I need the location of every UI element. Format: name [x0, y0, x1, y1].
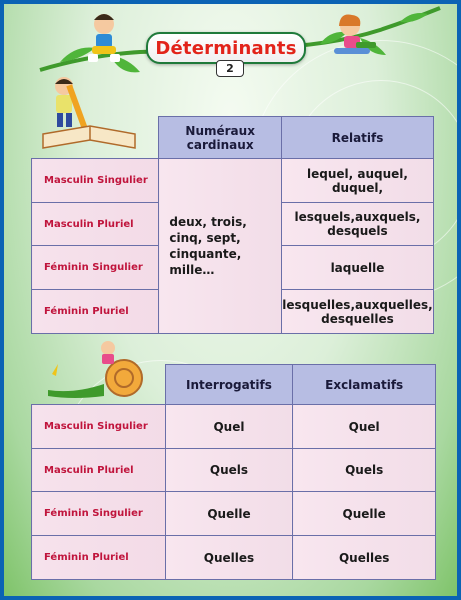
page-title: Déterminants [155, 37, 297, 59]
table-row: Féminin Singulier Quelle Quelle [31, 491, 436, 536]
row-label: Masculin Singulier [31, 404, 166, 449]
header-cardinaux: Numéraux cardinaux [158, 116, 282, 159]
table-header-row: Numéraux cardinaux Relatifs [32, 116, 435, 159]
empty-corner [32, 365, 166, 405]
interrogatif-cell: Quels [164, 448, 294, 492]
exclamatif-cell: Quels [292, 448, 436, 492]
relatif-cell: lequel, auquel, duquel, [280, 158, 435, 203]
table-row: Féminin Singulier laquelle [30, 245, 435, 290]
relatif-cell: lesquels,auxquels, desquels [280, 202, 435, 246]
child-with-pencil-icon [42, 77, 136, 149]
cartoon-girl-icon [334, 14, 376, 54]
header-interrogatifs: Interrogatifs [164, 364, 294, 405]
table-row: Masculin Singulier Quel Quel [31, 404, 436, 449]
cardinaux-cell: deux, trois, cinq, sept, cinquante, mill… [158, 158, 282, 334]
row-label: Masculin Pluriel [30, 202, 160, 246]
interrogatif-cell: Quel [164, 404, 294, 449]
interrogatif-cell: Quelle [164, 491, 294, 536]
page-number-badge: 2 [216, 60, 244, 77]
empty-corner [32, 117, 159, 159]
table-row: Féminin Pluriel lesquelles,auxquelles, d… [30, 289, 435, 334]
exclamatif-cell: Quelle [292, 491, 436, 536]
interrogatif-cell: Quelles [164, 535, 294, 580]
row-label: Féminin Singulier [31, 491, 166, 536]
row-label: Féminin Pluriel [30, 289, 160, 334]
relatif-cell: lesquelles,auxquelles, desquelles [280, 289, 435, 334]
row-label: Féminin Singulier [30, 245, 160, 290]
row-label: Masculin Pluriel [31, 448, 166, 492]
table-row: Masculin Pluriel Quels Quels [31, 448, 436, 492]
table-cardinaux-relatifs: Numéraux cardinaux Relatifs Masculin Sin… [30, 116, 435, 334]
header-relatifs: Relatifs [280, 116, 435, 159]
exclamatif-cell: Quelles [292, 535, 436, 580]
cartoon-boy-icon [88, 14, 120, 62]
table-row: Masculin Singulier deux, trois, cinq, se… [30, 158, 435, 334]
header-exclamatifs: Exclamatifs [292, 364, 436, 405]
relatif-cell: laquelle [280, 245, 435, 290]
table-row: Féminin Pluriel Quelles Quelles [31, 535, 436, 580]
row-label: Féminin Pluriel [31, 535, 166, 580]
table-interrogatifs-exclamatifs: Interrogatifs Exclamatifs Masculin Singu… [31, 364, 436, 580]
snail-icon [48, 341, 143, 398]
exclamatif-cell: Quel [292, 404, 436, 449]
row-label: Masculin Singulier [30, 158, 160, 203]
table-header-row: Interrogatifs Exclamatifs [32, 364, 436, 405]
table-row: Masculin Pluriel lesquels,auxquels, desq… [30, 202, 435, 246]
